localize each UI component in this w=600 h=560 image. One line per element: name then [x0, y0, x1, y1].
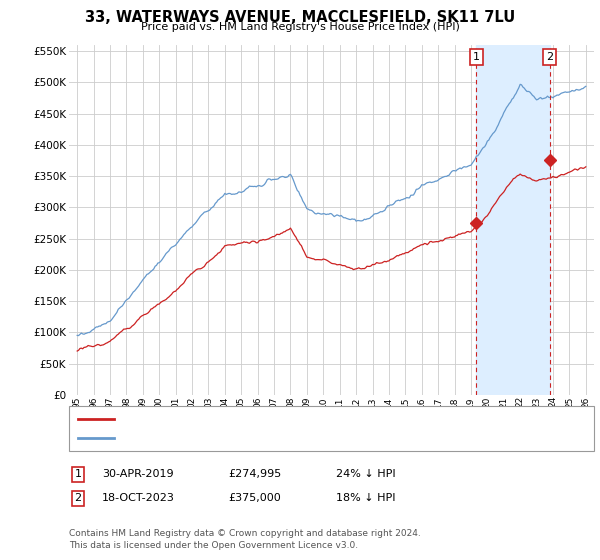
Text: 33, WATERWAYS AVENUE, MACCLESFIELD, SK11 7LU: 33, WATERWAYS AVENUE, MACCLESFIELD, SK11…	[85, 10, 515, 25]
Bar	[476, 45, 550, 395]
Text: 2: 2	[546, 52, 553, 62]
Text: Price paid vs. HM Land Registry's House Price Index (HPI): Price paid vs. HM Land Registry's House …	[140, 22, 460, 32]
Text: 30-APR-2019: 30-APR-2019	[102, 469, 173, 479]
Text: 24% ↓ HPI: 24% ↓ HPI	[336, 469, 395, 479]
Text: Contains HM Land Registry data © Crown copyright and database right 2024.: Contains HM Land Registry data © Crown c…	[69, 529, 421, 538]
Text: 18% ↓ HPI: 18% ↓ HPI	[336, 493, 395, 503]
Text: 1: 1	[74, 469, 82, 479]
Text: HPI: Average price, detached house, Cheshire East: HPI: Average price, detached house, Ches…	[120, 433, 373, 444]
Text: £375,000: £375,000	[228, 493, 281, 503]
Text: £274,995: £274,995	[228, 469, 281, 479]
Text: 2: 2	[74, 493, 82, 503]
Text: 18-OCT-2023: 18-OCT-2023	[102, 493, 175, 503]
Text: 33, WATERWAYS AVENUE, MACCLESFIELD, SK11 7LU (detached house): 33, WATERWAYS AVENUE, MACCLESFIELD, SK11…	[120, 413, 470, 423]
Text: This data is licensed under the Open Government Licence v3.0.: This data is licensed under the Open Gov…	[69, 542, 358, 550]
Text: 1: 1	[473, 52, 480, 62]
